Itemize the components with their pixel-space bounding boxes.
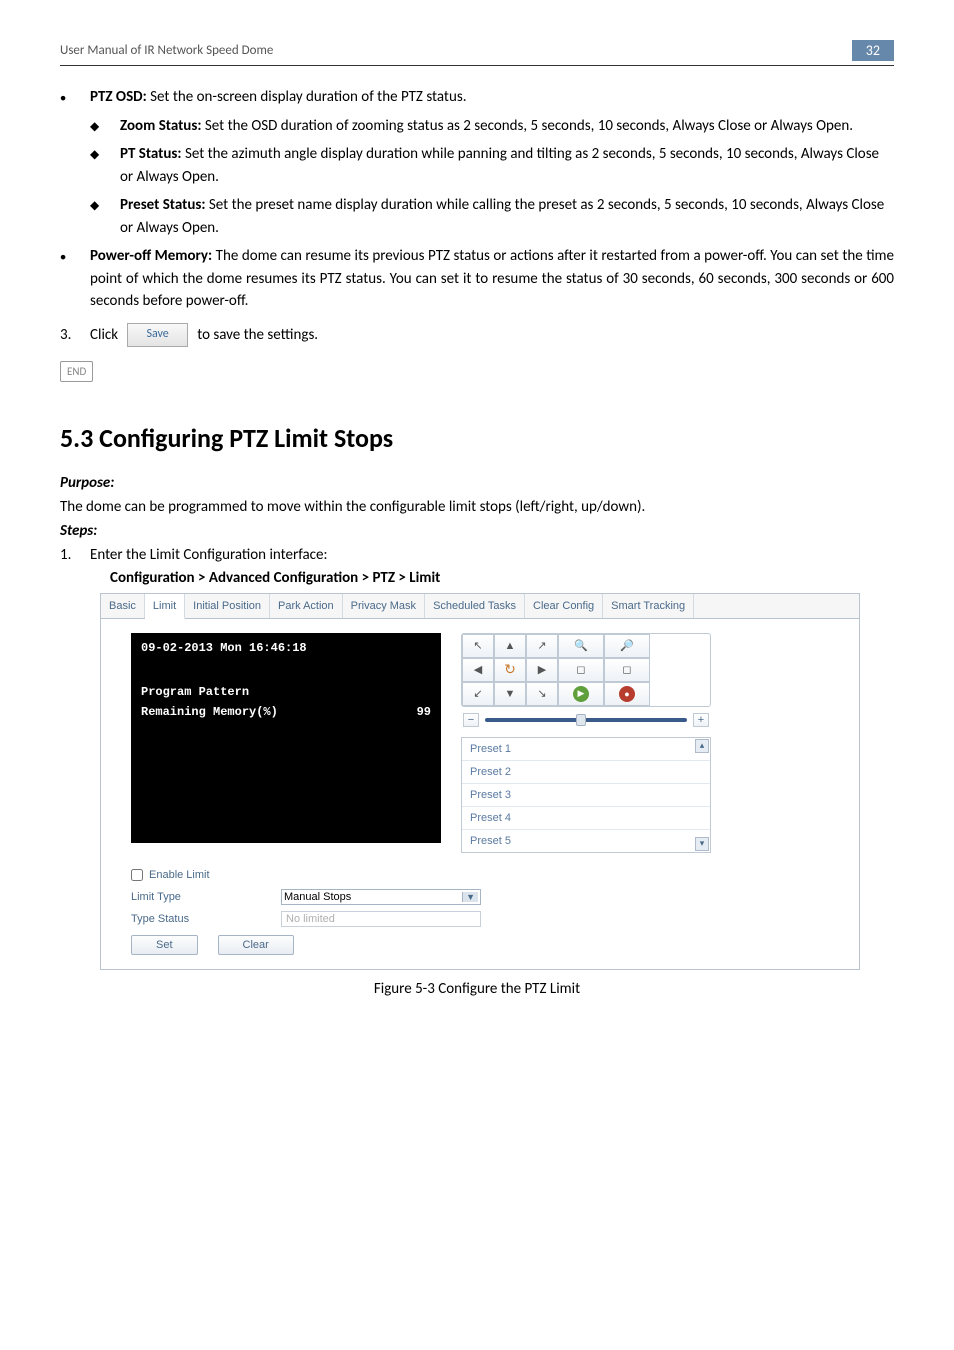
iris-close-icon[interactable]: ●: [604, 682, 650, 706]
speed-plus[interactable]: +: [693, 713, 709, 727]
ptz-up[interactable]: ▲: [494, 634, 526, 658]
figure-caption: Figure 5-3 Configure the PTZ Limit: [60, 980, 894, 998]
chevron-down-icon: ▼: [462, 892, 478, 902]
ptz-auto[interactable]: ↻: [494, 658, 526, 682]
preset-scroll-up[interactable]: ▴: [695, 739, 709, 753]
tabs-row: Basic Limit Initial Position Park Action…: [101, 594, 859, 619]
sub-pt-status: PT Status: Set the azimuth angle display…: [60, 143, 894, 188]
steps-label: Steps:: [60, 522, 894, 540]
step-3: 3. Click Save to save the settings.: [60, 323, 894, 347]
purpose-text: The dome can be programmed to move withi…: [60, 496, 894, 519]
ptz-left[interactable]: ◀: [462, 658, 494, 682]
preset-list-wrapper: Preset 1 Preset 2 Preset 3 Preset 4 Pres…: [461, 737, 711, 853]
step-number: 3.: [60, 323, 90, 347]
header-title: User Manual of IR Network Speed Dome: [60, 43, 273, 58]
clear-button[interactable]: Clear: [218, 935, 294, 955]
ptz-up-left[interactable]: ↖: [462, 634, 494, 658]
preset-item[interactable]: Preset 2: [462, 761, 710, 784]
speed-minus[interactable]: −: [463, 713, 479, 727]
type-status-label: Type Status: [131, 913, 281, 925]
sub-text: Preset Status: Set the preset name displ…: [120, 194, 894, 239]
page-header: User Manual of IR Network Speed Dome 32: [60, 40, 894, 66]
breadcrumb-path: Configuration > Advanced Configuration >…: [60, 569, 894, 587]
limit-form: Enable Limit Limit Type Manual Stops ▼ T…: [101, 863, 859, 969]
bullet-text: PTZ OSD: Set the on-screen display durat…: [90, 86, 467, 109]
diamond-marker: [90, 194, 120, 239]
bullet-marker: [60, 86, 90, 109]
tab-limit[interactable]: Limit: [145, 594, 185, 619]
bullet-text: Power-off Memory: The dome can resume it…: [90, 245, 894, 313]
ptz-down-left[interactable]: ↙: [462, 682, 494, 706]
step-text: Click Save to save the settings.: [90, 323, 318, 347]
ptz-right[interactable]: ▶: [526, 658, 558, 682]
zoom-in-icon[interactable]: 🔍: [558, 634, 604, 658]
ptz-control-panel: ↖ ▲ ↗ 🔍 🔎 ◀ ↻ ▶ ◻ ◻ ↙ ▼ ↘ ▶: [461, 633, 711, 853]
bullet-marker: [60, 245, 90, 317]
bullet-power-off: Power-off Memory: The dome can resume it…: [60, 245, 894, 317]
enable-limit-label: Enable Limit: [149, 869, 210, 881]
focus-near-icon[interactable]: ◻: [558, 658, 604, 682]
speed-slider-row: − +: [461, 707, 711, 733]
camera-memory: Remaining Memory(%) 99: [141, 705, 431, 719]
ptz-down-right[interactable]: ↘: [526, 682, 558, 706]
limit-type-row: Limit Type Manual Stops ▼: [131, 889, 829, 905]
tab-initial-position[interactable]: Initial Position: [185, 594, 270, 618]
limit-type-label: Limit Type: [131, 891, 281, 903]
preset-item: Preset 5: [462, 830, 710, 852]
enable-limit-row: Enable Limit: [131, 869, 829, 881]
tab-scheduled-tasks[interactable]: Scheduled Tasks: [425, 594, 525, 618]
step-number: 1.: [60, 544, 90, 567]
tab-park-action[interactable]: Park Action: [270, 594, 343, 618]
screenshot-body: 09-02-2013 Mon 16:46:18 Program Pattern …: [101, 619, 859, 863]
set-button[interactable]: Set: [131, 935, 198, 955]
screenshot-panel: Basic Limit Initial Position Park Action…: [100, 593, 860, 970]
end-icon: END: [60, 361, 93, 382]
bullet-ptz-osd: PTZ OSD: Set the on-screen display durat…: [60, 86, 894, 109]
step-text: Enter the Limit Configuration interface:: [90, 544, 327, 567]
purpose-label: Purpose:: [60, 474, 894, 492]
camera-pattern-label: Program Pattern: [141, 685, 431, 699]
sub-text: PT Status: Set the azimuth angle display…: [120, 143, 894, 188]
step-1: 1. Enter the Limit Configuration interfa…: [60, 544, 894, 567]
iris-open-icon[interactable]: ▶: [558, 682, 604, 706]
tab-clear-config[interactable]: Clear Config: [525, 594, 603, 618]
sub-text: Zoom Status: Set the OSD duration of zoo…: [120, 115, 853, 138]
ptz-down[interactable]: ▼: [494, 682, 526, 706]
preset-list: Preset 1 Preset 2 Preset 3 Preset 4 Pres…: [461, 737, 711, 853]
section-heading: 5.3 Configuring PTZ Limit Stops: [60, 422, 894, 454]
camera-preview: 09-02-2013 Mon 16:46:18 Program Pattern …: [131, 633, 441, 843]
ptz-direction-grid: ↖ ▲ ↗ 🔍 🔎 ◀ ↻ ▶ ◻ ◻ ↙ ▼ ↘ ▶: [461, 633, 711, 707]
limit-type-select[interactable]: Manual Stops ▼: [281, 889, 481, 905]
sub-preset-status: Preset Status: Set the preset name displ…: [60, 194, 894, 239]
focus-far-icon[interactable]: ◻: [604, 658, 650, 682]
save-button[interactable]: Save: [127, 323, 187, 346]
preset-item[interactable]: Preset 3: [462, 784, 710, 807]
sub-zoom-status: Zoom Status: Set the OSD duration of zoo…: [60, 115, 894, 138]
speed-slider[interactable]: [485, 718, 687, 722]
button-row: Set Clear: [131, 935, 829, 955]
enable-limit-checkbox[interactable]: [131, 869, 143, 881]
tab-basic[interactable]: Basic: [101, 594, 145, 618]
tab-smart-tracking[interactable]: Smart Tracking: [603, 594, 694, 618]
type-status-row: Type Status No limited: [131, 911, 829, 927]
ptz-up-right[interactable]: ↗: [526, 634, 558, 658]
diamond-marker: [90, 115, 120, 138]
camera-timestamp: 09-02-2013 Mon 16:46:18: [141, 641, 431, 655]
preset-scroll-down[interactable]: ▾: [695, 837, 709, 851]
zoom-out-icon[interactable]: 🔎: [604, 634, 650, 658]
preset-item[interactable]: Preset 1: [462, 738, 710, 761]
page-number: 32: [852, 40, 894, 61]
tab-privacy-mask[interactable]: Privacy Mask: [343, 594, 425, 618]
diamond-marker: [90, 143, 120, 188]
preset-item[interactable]: Preset 4: [462, 807, 710, 830]
type-status-value: No limited: [281, 911, 481, 927]
